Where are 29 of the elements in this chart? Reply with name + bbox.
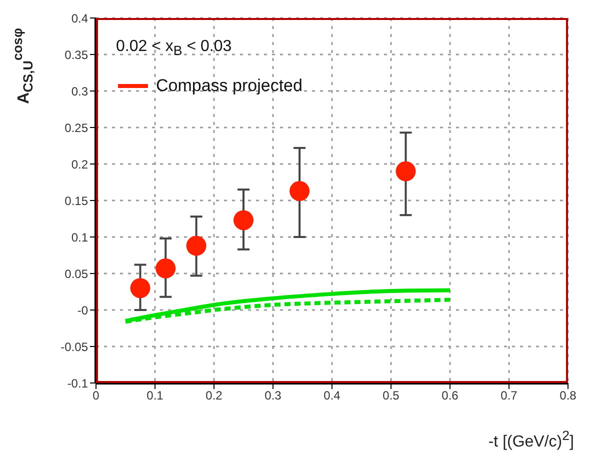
y-tick-label: 0.3 (71, 84, 88, 98)
y-tick-label: 0.1 (71, 230, 88, 244)
x-tick-label: 0.3 (264, 388, 282, 403)
y-tick-label: -0.05 (60, 340, 88, 354)
x-tick-label: 0.8 (560, 388, 577, 403)
x-tick-label: 0.7 (500, 388, 518, 403)
x-tick-label: 0.2 (206, 388, 223, 403)
y-tick-label: 0.4 (71, 11, 88, 26)
legend-label: Compass projected (156, 76, 302, 96)
y-tick-label: -0 (77, 303, 88, 318)
x-tick-label: 0.4 (324, 388, 341, 403)
point (234, 210, 254, 230)
x-tick-label: 0.1 (146, 388, 164, 403)
point (186, 236, 206, 256)
x-tick-label: 0 (92, 388, 100, 403)
y-tick-label: -0.1 (67, 376, 88, 390)
point (156, 258, 176, 278)
point (290, 181, 310, 202)
point (130, 278, 150, 298)
y-tick-label: 0.05 (64, 266, 88, 281)
y-tick-label: 0.35 (64, 48, 88, 62)
point (396, 161, 416, 182)
y-tick-label: 0.15 (64, 194, 88, 208)
x-tick-label: 0.5 (382, 388, 400, 403)
x-axis-title: -t [(GeV/c)$^{2}$] (488, 428, 574, 451)
annotation: 0.02 < x$_{B}$ < 0.03 (116, 38, 232, 58)
y-tick-label: 0.25 (64, 120, 88, 135)
x-tick-label: 0.6 (442, 388, 459, 403)
y-tick-label: 0.2 (71, 157, 88, 172)
